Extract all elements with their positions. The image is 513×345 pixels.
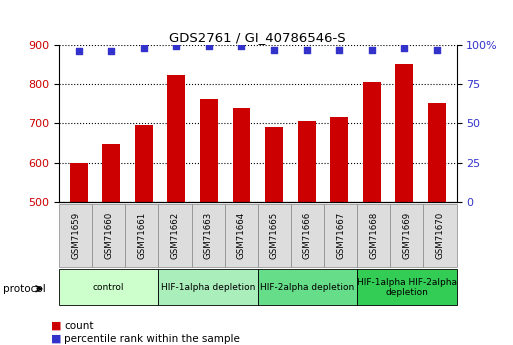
Text: GSM71665: GSM71665 bbox=[270, 212, 279, 259]
Point bbox=[433, 47, 441, 52]
Bar bbox=[330, 117, 348, 345]
Text: count: count bbox=[64, 321, 94, 331]
Text: HIF-1alpha depletion: HIF-1alpha depletion bbox=[161, 283, 255, 292]
Bar bbox=[232, 108, 250, 345]
Text: ■: ■ bbox=[51, 334, 62, 344]
Bar bbox=[167, 75, 185, 345]
Bar bbox=[265, 127, 283, 345]
Point bbox=[368, 47, 376, 52]
Text: GSM71659: GSM71659 bbox=[71, 212, 80, 259]
Text: GSM71666: GSM71666 bbox=[303, 212, 312, 259]
Point bbox=[238, 44, 246, 49]
Text: control: control bbox=[93, 283, 125, 292]
Text: protocol: protocol bbox=[3, 284, 45, 294]
Point bbox=[107, 48, 115, 54]
Text: GSM71661: GSM71661 bbox=[137, 212, 146, 259]
Text: ■: ■ bbox=[51, 321, 62, 331]
Title: GDS2761 / GI_40786546-S: GDS2761 / GI_40786546-S bbox=[169, 31, 346, 44]
Point bbox=[270, 47, 278, 52]
Point bbox=[205, 44, 213, 49]
Text: HIF-2alpha depletion: HIF-2alpha depletion bbox=[261, 283, 354, 292]
Text: GSM71669: GSM71669 bbox=[402, 212, 411, 259]
Text: GSM71664: GSM71664 bbox=[236, 212, 246, 259]
Text: GSM71663: GSM71663 bbox=[204, 212, 212, 259]
Text: GSM71662: GSM71662 bbox=[170, 212, 180, 259]
Text: GSM71660: GSM71660 bbox=[104, 212, 113, 259]
Bar bbox=[428, 103, 446, 345]
Bar bbox=[396, 64, 413, 345]
Bar bbox=[363, 82, 381, 345]
Bar bbox=[200, 99, 218, 345]
Bar bbox=[298, 121, 315, 345]
Text: GSM71667: GSM71667 bbox=[336, 212, 345, 259]
Bar bbox=[70, 164, 88, 345]
Text: HIF-1alpha HIF-2alpha
depletion: HIF-1alpha HIF-2alpha depletion bbox=[357, 277, 457, 297]
Point bbox=[335, 47, 343, 52]
Text: percentile rank within the sample: percentile rank within the sample bbox=[64, 334, 240, 344]
Bar bbox=[102, 144, 120, 345]
Point bbox=[140, 45, 148, 51]
Point bbox=[303, 47, 311, 52]
Point bbox=[74, 48, 83, 54]
Text: GSM71668: GSM71668 bbox=[369, 212, 378, 259]
Text: GSM71670: GSM71670 bbox=[436, 212, 444, 259]
Point bbox=[400, 45, 408, 51]
Point bbox=[172, 44, 181, 49]
Bar bbox=[135, 125, 153, 345]
